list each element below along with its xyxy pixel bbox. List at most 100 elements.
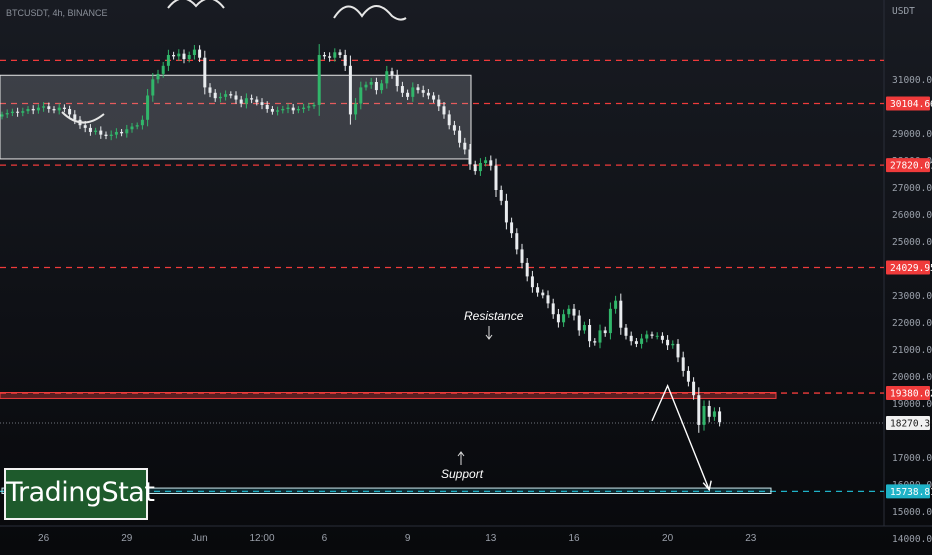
candle-body [187, 55, 191, 60]
x-tick-label: 13 [485, 533, 497, 544]
level-price-label: 15738.81 [890, 487, 932, 498]
candle-body [468, 149, 472, 165]
candle-body [395, 75, 399, 87]
candle-body [530, 276, 534, 288]
candle-body [109, 134, 113, 136]
candle-body [369, 82, 373, 85]
candle-body [385, 71, 389, 84]
candle-body [577, 315, 581, 331]
candle-body [660, 335, 664, 340]
candle-body [120, 131, 124, 134]
current-price-tag [886, 415, 930, 430]
y-tick-label: 25000.00 [892, 237, 932, 248]
candle-body [296, 109, 300, 111]
candle-body [291, 107, 295, 111]
candle-body [244, 98, 248, 104]
candle-body [593, 341, 597, 343]
candle-body [686, 370, 690, 382]
candle-body [359, 87, 363, 104]
double-top-curve-2 [333, 5, 407, 21]
candle-body [416, 87, 420, 91]
candle-body [655, 335, 659, 337]
y-tick-label: 20000.00 [892, 372, 932, 383]
candle-body [21, 111, 25, 113]
candle-body [281, 109, 285, 111]
currency-label: USDT [892, 6, 915, 17]
candle-body [213, 92, 217, 99]
y-tick-label: 17000.00 [892, 453, 932, 464]
candle-body [692, 381, 696, 396]
candle-body [146, 95, 150, 120]
candle-body [317, 55, 321, 105]
candle-body [255, 99, 259, 103]
level-price-tag [886, 158, 930, 173]
candle-body [426, 92, 430, 96]
candle-body [582, 325, 586, 331]
candle-body [229, 94, 233, 96]
level-price-label: 24029.95 [890, 263, 932, 274]
candle-body [504, 200, 508, 223]
candle-body [681, 357, 685, 371]
candle-body [73, 114, 77, 120]
x-tick-label: Jun [192, 533, 208, 544]
x-tick-label: 20 [662, 533, 674, 544]
candle-body [104, 134, 108, 136]
candle-body [567, 308, 571, 315]
candle-body [380, 83, 384, 91]
candle-body [286, 107, 290, 109]
candle-body [374, 82, 378, 91]
tradingstat-logo: TradingStat [4, 468, 155, 520]
candle-body [156, 73, 160, 80]
candle-body [135, 125, 139, 127]
candle-body [270, 109, 274, 112]
candle-body [354, 103, 358, 115]
x-tick-label: 9 [405, 533, 411, 544]
candle-body [312, 104, 316, 107]
candle-body [551, 303, 555, 315]
level-price-label: 27820.01 [890, 161, 932, 172]
level-price-tag [886, 484, 930, 499]
candle-body [0, 114, 4, 117]
y-tick-label: 19000.00 [892, 399, 932, 410]
candle-body [536, 287, 540, 293]
x-tick-label: 6 [322, 533, 328, 544]
candle-body [302, 107, 306, 109]
current-price-label: 18270.39 [890, 418, 932, 429]
candle-body [624, 327, 628, 336]
double-top-curve-1 [167, 0, 225, 9]
candle-body [525, 262, 529, 277]
candle-body [94, 130, 98, 132]
projection-arrowhead [702, 480, 712, 492]
candle-body [192, 49, 196, 55]
candle-body [62, 107, 66, 109]
candle-body [520, 249, 524, 263]
support-arrowhead [457, 451, 465, 457]
bottom-curve [61, 111, 105, 124]
candle-body [608, 308, 612, 334]
y-tick-label: 14000.00 [892, 534, 932, 545]
candle-body [556, 314, 560, 323]
candles [0, 44, 722, 433]
candle-body [322, 55, 326, 57]
candle-body [47, 106, 51, 109]
candle-body [572, 308, 576, 316]
candle-body [478, 163, 482, 172]
candle-body [598, 330, 602, 343]
candle-body [671, 343, 675, 346]
candle-body [234, 95, 238, 100]
candle-body [712, 411, 716, 417]
resistance-label: Resistance [464, 309, 524, 323]
candle-body [343, 55, 347, 66]
support-zone [1, 487, 772, 494]
y-tick-label: 27000.00 [892, 183, 932, 194]
candle-body [400, 86, 404, 93]
candle-body [499, 190, 503, 201]
candle-body [114, 131, 118, 135]
candle-body [348, 65, 352, 115]
candle-body [125, 129, 129, 134]
candle-body [406, 92, 410, 97]
candle-body [421, 90, 425, 93]
candle-body [16, 111, 20, 113]
candle-body [88, 127, 92, 132]
